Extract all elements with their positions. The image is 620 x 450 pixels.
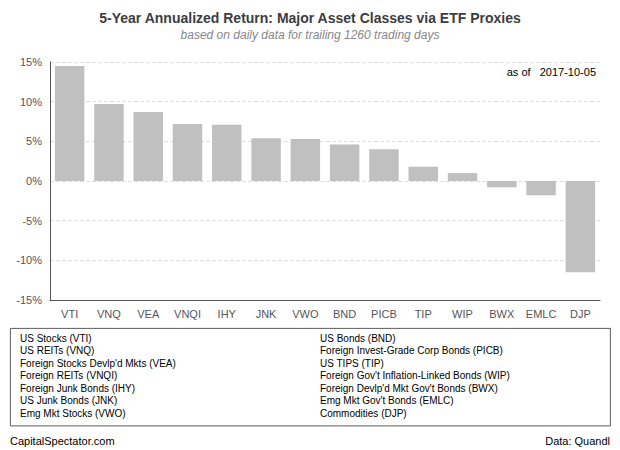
svg-text:VNQ: VNQ <box>97 308 121 320</box>
svg-text:5-Year Annualized Return: Majo: 5-Year Annualized Return: Major Asset Cl… <box>99 10 521 26</box>
svg-text:Data: Quandl: Data: Quandl <box>545 435 610 447</box>
svg-text:Foreign Devlp'd Mkt Gov't Bond: Foreign Devlp'd Mkt Gov't Bonds (BWX) <box>320 383 498 394</box>
svg-text:-5%: -5% <box>22 215 42 227</box>
svg-text:DJP: DJP <box>570 308 591 320</box>
svg-text:10%: 10% <box>20 96 42 108</box>
svg-text:15%: 15% <box>20 56 42 68</box>
svg-text:BWX: BWX <box>489 308 515 320</box>
svg-text:Foreign Invest-Grade Corp Bond: Foreign Invest-Grade Corp Bonds (PICB) <box>320 345 503 356</box>
svg-text:US Bonds (BND): US Bonds (BND) <box>320 333 396 344</box>
svg-text:US Junk Bonds (JNK): US Junk Bonds (JNK) <box>20 395 117 406</box>
svg-text:IHY: IHY <box>218 308 237 320</box>
svg-text:EMLC: EMLC <box>526 308 557 320</box>
svg-text:JNK: JNK <box>256 308 277 320</box>
svg-text:Emg Mkt Stocks (VWO): Emg Mkt Stocks (VWO) <box>20 408 126 419</box>
svg-text:as of 2017-10-05: as of 2017-10-05 <box>507 66 596 78</box>
svg-text:Emg Mkt Gov't Bonds (EMLC): Emg Mkt Gov't Bonds (EMLC) <box>320 395 454 406</box>
svg-text:VWO: VWO <box>292 308 319 320</box>
svg-text:based on daily data for traili: based on daily data for trailing 1260 tr… <box>181 28 440 42</box>
svg-text:US TIPS (TIP): US TIPS (TIP) <box>320 358 384 369</box>
svg-text:WIP: WIP <box>452 308 473 320</box>
svg-text:PICB: PICB <box>371 308 397 320</box>
svg-text:Foreign Junk Bonds (IHY): Foreign Junk Bonds (IHY) <box>20 383 135 394</box>
svg-text:US REITs (VNQ): US REITs (VNQ) <box>20 345 94 356</box>
svg-text:Foreign Stocks Devlp'd Mkts (V: Foreign Stocks Devlp'd Mkts (VEA) <box>20 358 176 369</box>
svg-text:-10%: -10% <box>16 254 42 266</box>
svg-text:US Stocks (VTI): US Stocks (VTI) <box>20 333 92 344</box>
svg-text:TIP: TIP <box>415 308 432 320</box>
svg-text:CapitalSpectator.com: CapitalSpectator.com <box>10 435 115 447</box>
svg-text:Commodities (DJP): Commodities (DJP) <box>320 408 407 419</box>
svg-text:VEA: VEA <box>137 308 160 320</box>
svg-text:-15%: -15% <box>16 294 42 306</box>
svg-text:VTI: VTI <box>61 308 78 320</box>
svg-text:Foreign REITs (VNQI): Foreign REITs (VNQI) <box>20 370 117 381</box>
svg-text:BND: BND <box>333 308 356 320</box>
svg-text:0%: 0% <box>26 175 42 187</box>
svg-text:5%: 5% <box>26 135 42 147</box>
svg-text:Foreign Gov't Inflation-Linked: Foreign Gov't Inflation-Linked Bonds (WI… <box>320 370 510 381</box>
svg-text:VNQI: VNQI <box>174 308 201 320</box>
